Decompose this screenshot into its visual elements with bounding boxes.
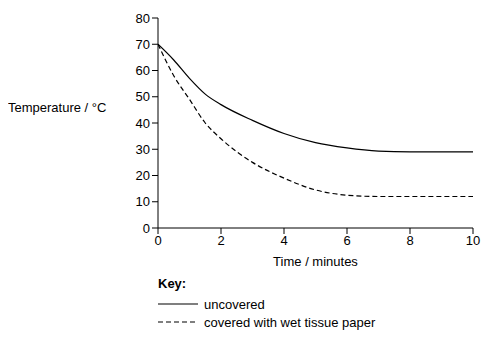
svg-text:20: 20 xyxy=(136,168,150,183)
svg-text:0: 0 xyxy=(154,233,161,248)
html-text:uncovered: uncovered xyxy=(204,296,265,312)
svg-text:30: 30 xyxy=(136,142,150,157)
svg-text:2: 2 xyxy=(217,233,224,248)
svg-text:70: 70 xyxy=(136,37,150,52)
svg-text:10: 10 xyxy=(466,233,480,248)
svg-text:10: 10 xyxy=(136,194,150,209)
svg-text:Time / minutes: Time / minutes xyxy=(273,254,358,269)
svg-text:4: 4 xyxy=(280,233,287,248)
svg-text:60: 60 xyxy=(136,63,150,78)
html-text:covered with wet tissue paper: covered with wet tissue paper xyxy=(204,314,376,330)
html-text:Key:: Key: xyxy=(158,276,187,291)
svg-text:0: 0 xyxy=(143,221,150,236)
html-text:Temperature / °C: Temperature / °C xyxy=(8,100,107,115)
svg-text:50: 50 xyxy=(136,89,150,104)
svg-text:8: 8 xyxy=(406,233,413,248)
svg-text:6: 6 xyxy=(343,233,350,248)
svg-text:40: 40 xyxy=(136,116,150,131)
svg-text:80: 80 xyxy=(136,11,150,26)
